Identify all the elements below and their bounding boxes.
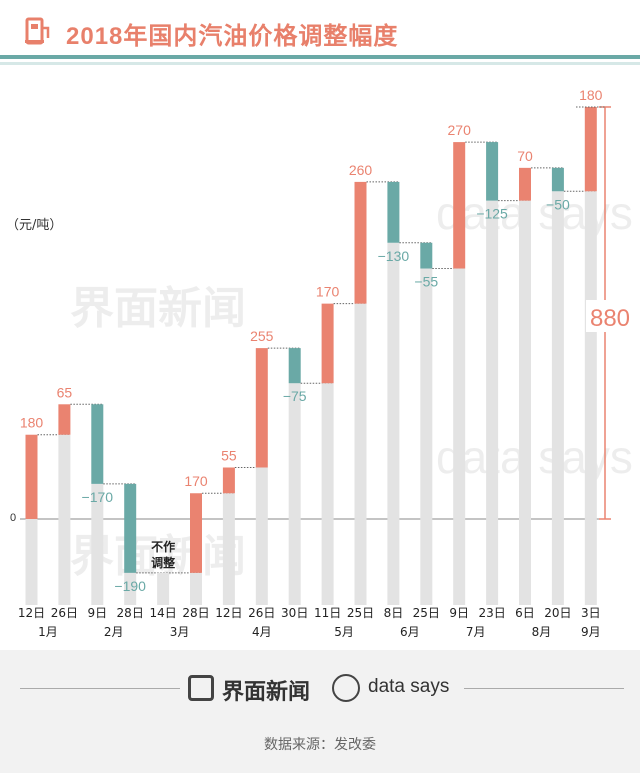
base-column (551, 191, 564, 605)
datasays-logo-icon (332, 674, 360, 702)
header: 2018年国内汽油价格调整幅度 (0, 0, 640, 62)
month-label: 9月 (581, 625, 601, 639)
footer-divider-right (464, 688, 624, 689)
base-column (354, 303, 367, 605)
total-label-bg (586, 300, 630, 332)
data-label: 55 (221, 447, 237, 463)
increase-bar (321, 303, 334, 384)
month-label: 6月 (400, 625, 420, 639)
base-column (288, 383, 301, 605)
x-tick-label: 25日 (413, 606, 440, 620)
zero-label: 0 (10, 512, 17, 524)
x-tick-label: 20日 (544, 606, 571, 620)
decrease-bar (91, 404, 104, 484)
page-title: 2018年国内汽油价格调整幅度 (66, 23, 399, 50)
data-label: 270 (448, 122, 472, 138)
increase-bar (354, 181, 367, 304)
decrease-bar (387, 181, 400, 243)
footer: 界面新闻 data says 数据来源：发改委 (0, 650, 640, 773)
base-column (255, 467, 268, 605)
data-label: 180 (20, 415, 44, 431)
data-label: 70 (517, 148, 533, 164)
increase-bar (25, 434, 38, 519)
base-column (58, 434, 71, 605)
x-tick-label: 28日 (182, 606, 209, 620)
increase-bar (58, 404, 71, 435)
increase-bar (584, 106, 597, 192)
x-tick-label: 26日 (51, 606, 78, 620)
base-column (157, 572, 170, 605)
decrease-bar (420, 242, 433, 269)
data-label: −190 (114, 578, 146, 594)
data-label: −75 (283, 388, 307, 404)
increase-bar (519, 167, 531, 201)
footer-divider-left (20, 688, 180, 689)
base-column (222, 493, 235, 605)
decrease-bar (551, 167, 564, 192)
month-label: 4月 (252, 625, 272, 639)
x-tick-label: 12日 (18, 606, 45, 620)
base-column (420, 268, 433, 605)
x-tick-label: 23日 (478, 606, 505, 620)
month-label: 1月 (38, 625, 58, 639)
x-tick-label: 8日 (384, 606, 404, 620)
footer-datasays: data says (368, 676, 450, 697)
no-adjust-label: 不作 (151, 539, 175, 554)
x-tick-label: 30日 (281, 606, 308, 620)
total-label: 880 (590, 305, 630, 332)
base-column (486, 200, 499, 605)
x-tick-label: 9日 (87, 606, 107, 620)
x-tick-label: 12日 (215, 606, 242, 620)
base-column (387, 242, 400, 605)
base-column (584, 191, 597, 605)
month-label: 2月 (104, 625, 124, 639)
data-label: 170 (316, 284, 340, 300)
data-label: −125 (476, 206, 508, 222)
x-tick-label: 3日 (581, 606, 601, 620)
unit-label: （元/吨） (6, 218, 63, 233)
increase-bar (190, 493, 202, 573)
x-tick-label: 9日 (449, 606, 469, 620)
base-column (91, 483, 104, 605)
fuel-pump-icon (25, 17, 50, 45)
base-column (453, 268, 466, 605)
base-column (25, 519, 38, 605)
month-label: 7月 (466, 625, 486, 639)
data-label: 65 (57, 384, 73, 400)
x-tick-label: 14日 (149, 606, 176, 620)
base-column (321, 383, 334, 605)
base-column (519, 200, 531, 605)
decrease-bar (486, 142, 499, 201)
increase-bar (453, 142, 466, 269)
header-rule-light (0, 62, 640, 65)
header-rule (0, 55, 640, 59)
month-label: 8月 (532, 625, 552, 639)
no-adjust-label: 调整 (151, 555, 175, 570)
x-tick-label: 26日 (248, 606, 275, 620)
data-label: 260 (349, 162, 373, 178)
decrease-bar (288, 348, 301, 384)
increase-bar (222, 467, 235, 494)
jiemian-logo-icon (188, 675, 214, 701)
x-tick-label: 25日 (347, 606, 374, 620)
footer-brand: 界面新闻 (222, 680, 311, 705)
data-source: 数据来源：发改委 (264, 737, 376, 753)
month-label: 5月 (334, 625, 354, 639)
data-label: −170 (82, 489, 114, 505)
increase-bar (255, 348, 268, 468)
x-tick-label: 11日 (314, 606, 341, 620)
base-column (190, 572, 202, 605)
x-tick-label: 6日 (515, 606, 535, 620)
base-column (124, 572, 137, 605)
decrease-bar (124, 483, 137, 573)
waterfall-chart: 180 12日 65 26日 −170 9日 −190 28日 14日 170 28日 55 12日 25… (18, 87, 630, 639)
data-label: −130 (378, 248, 410, 264)
data-label: −55 (414, 274, 438, 290)
x-tick-label: 28日 (117, 606, 144, 620)
data-label: 170 (184, 473, 208, 489)
data-label: −50 (546, 196, 570, 212)
data-label: 255 (250, 328, 274, 344)
data-label: 180 (579, 87, 603, 103)
month-label: 3月 (170, 625, 190, 639)
